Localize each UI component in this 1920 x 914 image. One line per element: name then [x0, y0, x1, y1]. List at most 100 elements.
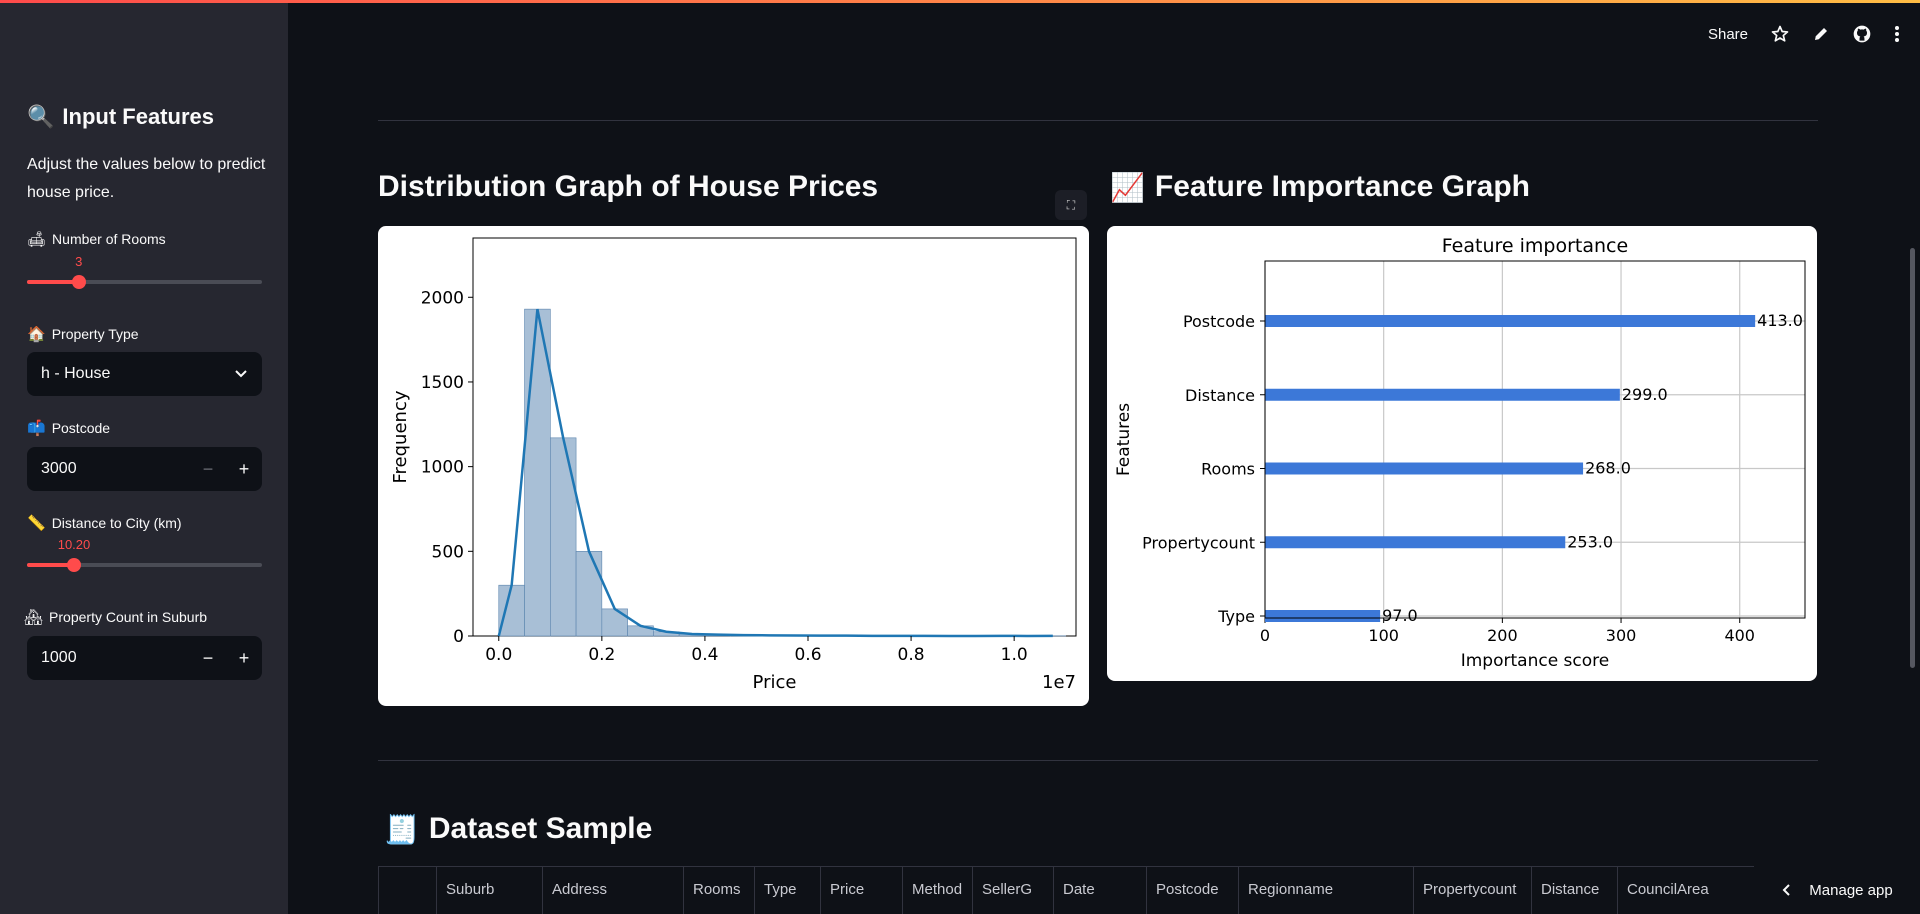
sidebar: 🔍 Input Features Adjust the values below… — [0, 0, 288, 914]
postcode-value[interactable]: 3000 — [41, 460, 77, 477]
y-tick-label: Postcode — [1183, 312, 1255, 331]
chevron-down-icon — [235, 370, 247, 378]
feature-importance-chart: Feature importance 0 100 200 300 400 Postcode 4… — [1114, 235, 1806, 671]
bar-value-label: 268.0 — [1585, 459, 1631, 478]
table-column-header[interactable]: Propertycount — [1413, 867, 1531, 914]
share-button[interactable]: Share — [1707, 25, 1748, 43]
x-tick-label: 0.6 — [794, 645, 821, 665]
distribution-chart-card: 0.0 0.2 0.4 0.6 0.8 1.0 0 500 1000 1500 2000 Price F… — [378, 226, 1089, 706]
y-tick-label: Type — [1217, 607, 1255, 626]
table-column-header[interactable]: SellerG — [972, 867, 1053, 914]
divider — [378, 120, 1818, 121]
importance-bar — [1265, 610, 1381, 622]
x-tick-label: 400 — [1724, 626, 1755, 645]
property-count-increment-button[interactable]: + — [238, 647, 250, 668]
postcode-label: 📫 Postcode — [27, 420, 111, 437]
x-tick-label: 100 — [1368, 626, 1399, 645]
x-tick-label: 0.2 — [588, 645, 615, 665]
slider-thumb[interactable] — [67, 558, 81, 572]
postcode-decrement-button[interactable]: − — [202, 458, 214, 479]
slider-fill — [27, 280, 79, 284]
table-column-header[interactable]: Type — [754, 867, 820, 914]
header-actions: Share — [1708, 24, 1900, 44]
histogram-bar — [601, 608, 628, 637]
y-tick-label: 1500 — [421, 373, 464, 393]
histogram-bar — [550, 437, 577, 637]
histogram-bar — [524, 308, 551, 637]
fullscreen-icon[interactable]: ⛶ — [1055, 190, 1087, 220]
property-count-input[interactable]: 1000 − + — [27, 636, 262, 680]
y-tick-label: 1000 — [421, 458, 464, 478]
table-column-header[interactable]: Regionname — [1238, 867, 1413, 914]
feature-importance-heading: 📈 Feature Importance Graph — [1110, 170, 1530, 203]
rooms-label: 🛋 Number of Rooms — [27, 231, 166, 248]
y-tick-label: Rooms — [1201, 460, 1255, 479]
more-vertical-icon[interactable] — [1894, 25, 1900, 43]
property-type-label: 🏠 Property Type — [27, 326, 139, 343]
distance-label: 📏 Distance to City (km) — [27, 515, 182, 532]
table-column-header[interactable]: Method — [902, 867, 972, 914]
ruler-icon: 📏 — [27, 515, 46, 532]
receipt-icon: 🧾 — [384, 813, 419, 845]
table-column-header[interactable]: Suburb — [436, 867, 542, 914]
table-column-header[interactable] — [379, 867, 436, 914]
importance-bar — [1265, 388, 1620, 401]
property-count-value[interactable]: 1000 — [41, 649, 77, 666]
slider-thumb[interactable] — [71, 275, 86, 289]
x-axis-label: Price — [753, 672, 797, 693]
x-tick-label: 1.0 — [1001, 645, 1028, 665]
dataset-table-header: Suburb Address Rooms Type Price Method SellerG… — [378, 866, 1756, 914]
property-type-select[interactable]: h - House — [27, 352, 262, 396]
cityscape-icon: 🏘 — [24, 609, 44, 626]
y-tick-label: 2000 — [421, 288, 464, 308]
table-column-header[interactable]: Date — [1053, 867, 1146, 914]
top-accent-line — [0, 0, 1920, 3]
table-column-header[interactable]: Price — [820, 867, 902, 914]
star-icon[interactable] — [1770, 24, 1790, 44]
kde-line — [497, 308, 1053, 638]
distribution-chart: 0.0 0.2 0.4 0.6 0.8 1.0 0 500 1000 1500 2000 Price F… — [390, 237, 1077, 693]
y-tick-label: Distance — [1185, 386, 1255, 405]
histogram-bar — [498, 584, 525, 637]
distance-slider[interactable]: 10.20 — [27, 537, 262, 577]
bar-value-label: 413.0 — [1757, 311, 1803, 330]
distribution-heading: Distribution Graph of House Prices — [378, 170, 879, 203]
x-tick-label: 0 — [1260, 626, 1270, 645]
x-tick-label: 0.4 — [691, 645, 718, 665]
chart-increasing-icon: 📈 — [1110, 171, 1145, 203]
plot-frame — [1264, 260, 1806, 619]
slider-track[interactable] — [27, 563, 262, 567]
table-column-header[interactable]: Rooms — [683, 867, 754, 914]
postcode-increment-button[interactable]: + — [238, 458, 250, 479]
manage-app-button[interactable]: Manage app — [1754, 866, 1920, 914]
bar-value-label: 253.0 — [1567, 532, 1613, 551]
feature-importance-chart-card: Feature importance 0 100 200 300 400 Postcode 4… — [1107, 226, 1817, 681]
scrollbar[interactable] — [1910, 248, 1915, 668]
x-axis-label: Importance score — [1461, 651, 1610, 671]
y-tick-label: 500 — [432, 542, 464, 562]
github-icon[interactable] — [1852, 24, 1872, 44]
postcode-input[interactable]: 3000 − + — [27, 447, 262, 491]
divider — [378, 760, 1818, 761]
importance-bar — [1265, 462, 1584, 475]
chevron-left-icon — [1782, 884, 1791, 896]
dataset-heading: 🧾 Dataset Sample — [384, 812, 653, 845]
table-column-header[interactable]: Postcode — [1146, 867, 1238, 914]
property-count-decrement-button[interactable]: − — [202, 647, 214, 668]
x-tick-label: 0.8 — [898, 645, 925, 665]
pencil-icon[interactable] — [1812, 25, 1830, 43]
table-column-header[interactable]: Address — [542, 867, 683, 914]
y-tick-label: Propertycount — [1142, 533, 1255, 552]
x-tick-label: 300 — [1606, 626, 1637, 645]
property-count-label: 🏘 Property Count in Suburb — [24, 609, 208, 626]
table-column-header[interactable]: Distance — [1531, 867, 1617, 914]
rooms-slider[interactable]: 3 — [27, 254, 262, 294]
sidebar-description: Adjust the values below to predict house… — [27, 156, 266, 201]
slider-fill — [27, 563, 74, 567]
y-axis-label: Frequency — [390, 390, 411, 483]
table-column-header[interactable]: CouncilArea — [1617, 867, 1757, 914]
slider-track[interactable] — [27, 280, 262, 284]
x-offset-label: 1e7 — [1042, 672, 1076, 693]
sidebar-title: 🔍 Input Features — [27, 104, 214, 129]
magnifier-icon: 🔍 — [27, 104, 55, 129]
